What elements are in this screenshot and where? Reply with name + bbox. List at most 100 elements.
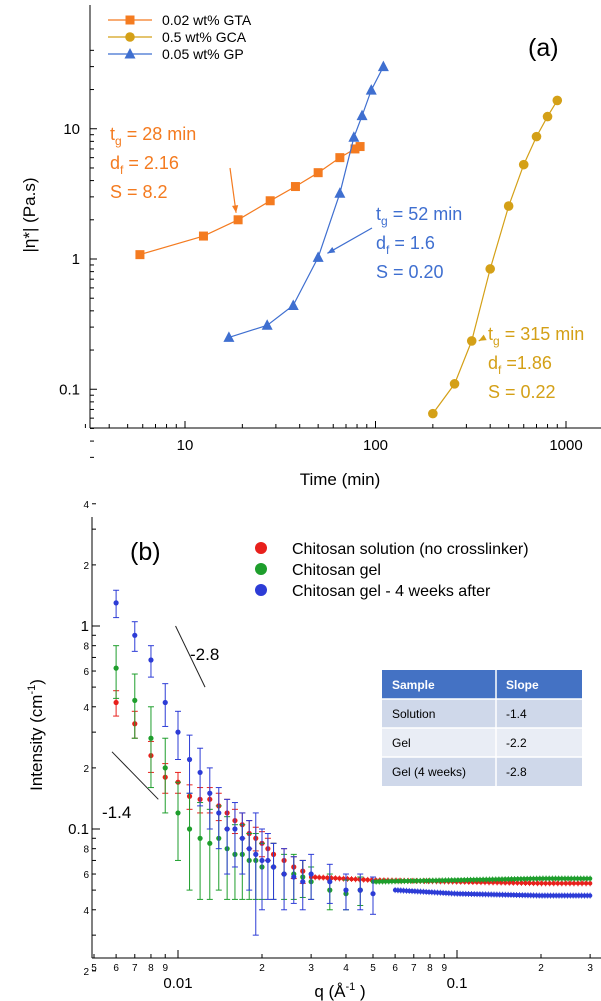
annotation-text: df = 1.6 [376,233,435,257]
data-point [198,231,208,241]
y-label-main: Intensity (cm [27,695,46,791]
data-point [383,879,388,884]
panel-b-y-minor-label: 8 [83,845,89,856]
x-label-main: q (Å [314,982,346,1001]
data-point [223,331,235,342]
data-point [449,379,460,389]
data-point [428,408,438,419]
panel-a-x-tick-label: 1000 [549,437,582,454]
data-point [443,878,448,883]
panel-b-y-minor-label: 6 [83,667,89,678]
data-point [523,880,528,886]
data-point [527,880,532,886]
data-point [135,250,145,260]
data-point [334,187,346,198]
data-point [265,857,271,864]
annotation-text: S = 0.20 [376,262,444,282]
annotation-arrow [229,167,237,213]
data-point [521,876,527,882]
data-point [515,876,520,882]
data-point [335,153,345,163]
panel-b-y-minor-label: 2 [83,764,89,775]
data-point [281,871,287,877]
annotation-text: tg = 28 min [110,124,196,148]
data-point [531,131,542,142]
data-point [503,201,514,211]
panel-b-x-minor-label: 5 [91,963,97,974]
data-point [503,880,508,885]
data-point [148,735,154,741]
slope-guide-label: -2.8 [190,645,219,664]
table-row [382,728,582,757]
data-point [377,60,389,72]
table-cell: -2.8 [506,765,527,779]
data-point [555,881,560,886]
data-point [524,876,530,882]
data-point [575,881,581,886]
slope-guide-line [175,625,206,688]
data-point [562,876,568,881]
data-point [357,887,363,893]
data-point [449,878,454,883]
table-header-cell: Slope [506,678,539,692]
data-point [550,876,555,881]
data-point [424,878,429,883]
data-point [458,877,464,883]
data-point [587,881,593,886]
data-point [587,893,593,898]
data-point [399,878,404,884]
series-1 [428,95,563,419]
data-point [377,879,382,884]
panel-a-x-axis-label: Time (min) [300,470,381,489]
panel-a-chart: 10 100 1000 0.1 1 10 Time (min) |η*| (Pa.s) (a) 0… [20,5,601,489]
annotation-main: t [110,124,115,144]
data-point [480,877,486,882]
data-point [386,879,391,884]
data-point [175,729,181,735]
panel-b-x-axis-label: q (Å-1 ) [314,981,365,1001]
data-point [270,864,277,870]
panel-b-x-minor-label: 4 [343,963,349,974]
annotation-rest: = 28 min [122,124,197,144]
annotation-subscript: f [386,243,390,257]
data-point [537,876,542,881]
annotation-text: S = 0.22 [488,382,556,402]
data-point [291,874,297,880]
data-point [389,879,395,884]
slope-guide-line [111,751,159,800]
annotation-arrowhead [327,246,336,254]
data-point [487,877,492,882]
legend-marker [124,48,136,59]
annotation-text: tg = 315 min [488,324,584,348]
data-point [534,876,539,881]
panel-b-y-minor-label: 4 [83,703,89,714]
data-point [355,142,365,152]
data-point [462,877,467,883]
panel-b-y-minor-label: 2 [83,967,89,978]
panel-a-x-tick-label: 100 [363,437,388,454]
data-point [175,810,181,816]
data-point [402,878,407,884]
data-point [408,878,413,884]
data-point [287,299,299,310]
data-point [471,877,476,883]
table-cell: -2.2 [506,736,527,750]
data-point [395,879,401,884]
annotation-subscript: f [120,163,124,177]
data-point [485,264,495,274]
data-point [343,887,349,893]
annotation-main: S = 0.22 [488,382,556,402]
annotation-arrowhead [478,334,487,341]
annotation-text: df = 2.16 [110,153,179,177]
annotation-subscript: g [115,134,122,148]
data-point [365,84,377,95]
data-point [547,881,552,886]
panel-b-x-minor-label: 7 [132,963,138,974]
panel-b-x-minor-label: 9 [441,963,447,974]
data-point [455,877,461,883]
data-point [542,111,553,122]
panel-b-x-minor-label: 2 [259,963,265,974]
